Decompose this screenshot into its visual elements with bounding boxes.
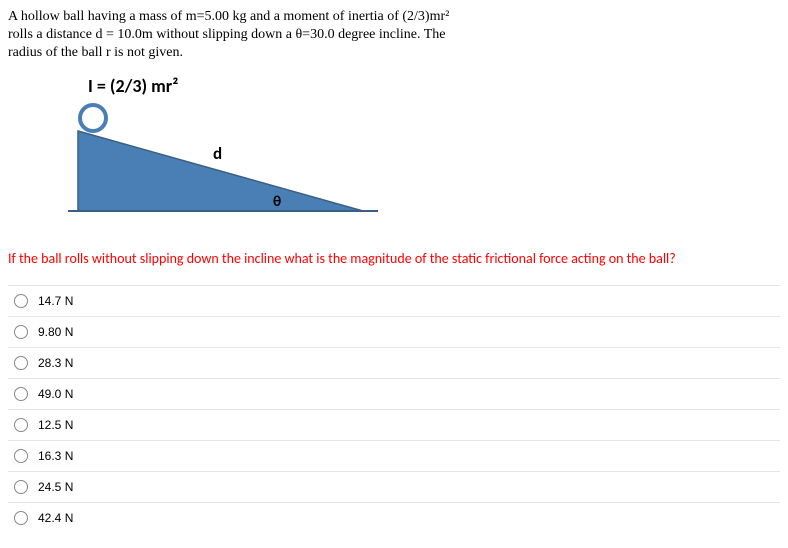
problem-line-1: A hollow ball having a mass of m=5.00 kg… [8, 9, 449, 24]
option-label: 24.5 N [38, 480, 73, 494]
option-label: 14.7 N [38, 294, 73, 308]
problem-line-2: rolls a distance d = 10.0m without slipp… [8, 27, 446, 42]
radio-icon[interactable] [14, 294, 28, 308]
option-row[interactable]: 16.3 N [8, 440, 780, 471]
radio-icon[interactable] [14, 449, 28, 463]
problem-line-3: radius of the ball r is not given. [8, 45, 183, 60]
radio-icon[interactable] [14, 325, 28, 339]
option-label: 28.3 N [38, 356, 73, 370]
option-row[interactable]: 9.80 N [8, 316, 780, 347]
option-row[interactable]: 42.4 N [8, 502, 780, 533]
theta-label: θ [273, 193, 281, 211]
problem-statement: A hollow ball having a mass of m=5.00 kg… [8, 8, 780, 63]
radio-icon[interactable] [14, 480, 28, 494]
option-label: 49.0 N [38, 387, 73, 401]
radio-icon[interactable] [14, 387, 28, 401]
option-label: 9.80 N [38, 325, 73, 339]
radio-icon[interactable] [14, 511, 28, 525]
option-row[interactable]: 49.0 N [8, 378, 780, 409]
question-text: If the ball rolls without slipping down … [8, 250, 780, 267]
option-row[interactable]: 14.7 N [8, 285, 780, 316]
formula-label: I = (2/3) mr² [88, 75, 780, 97]
option-row[interactable]: 12.5 N [8, 409, 780, 440]
radio-icon[interactable] [14, 356, 28, 370]
option-label: 12.5 N [38, 418, 73, 432]
option-label: 16.3 N [38, 449, 73, 463]
ball-icon [80, 105, 106, 131]
options-list: 14.7 N 9.80 N 28.3 N 49.0 N 12.5 N 16.3 … [8, 285, 780, 533]
option-row[interactable]: 24.5 N [8, 471, 780, 502]
option-label: 42.4 N [38, 511, 73, 525]
option-row[interactable]: 28.3 N [8, 347, 780, 378]
incline-diagram: d θ [68, 101, 780, 236]
radio-icon[interactable] [14, 418, 28, 432]
diagram-svg: d θ [68, 101, 378, 231]
d-label: d [213, 143, 222, 164]
